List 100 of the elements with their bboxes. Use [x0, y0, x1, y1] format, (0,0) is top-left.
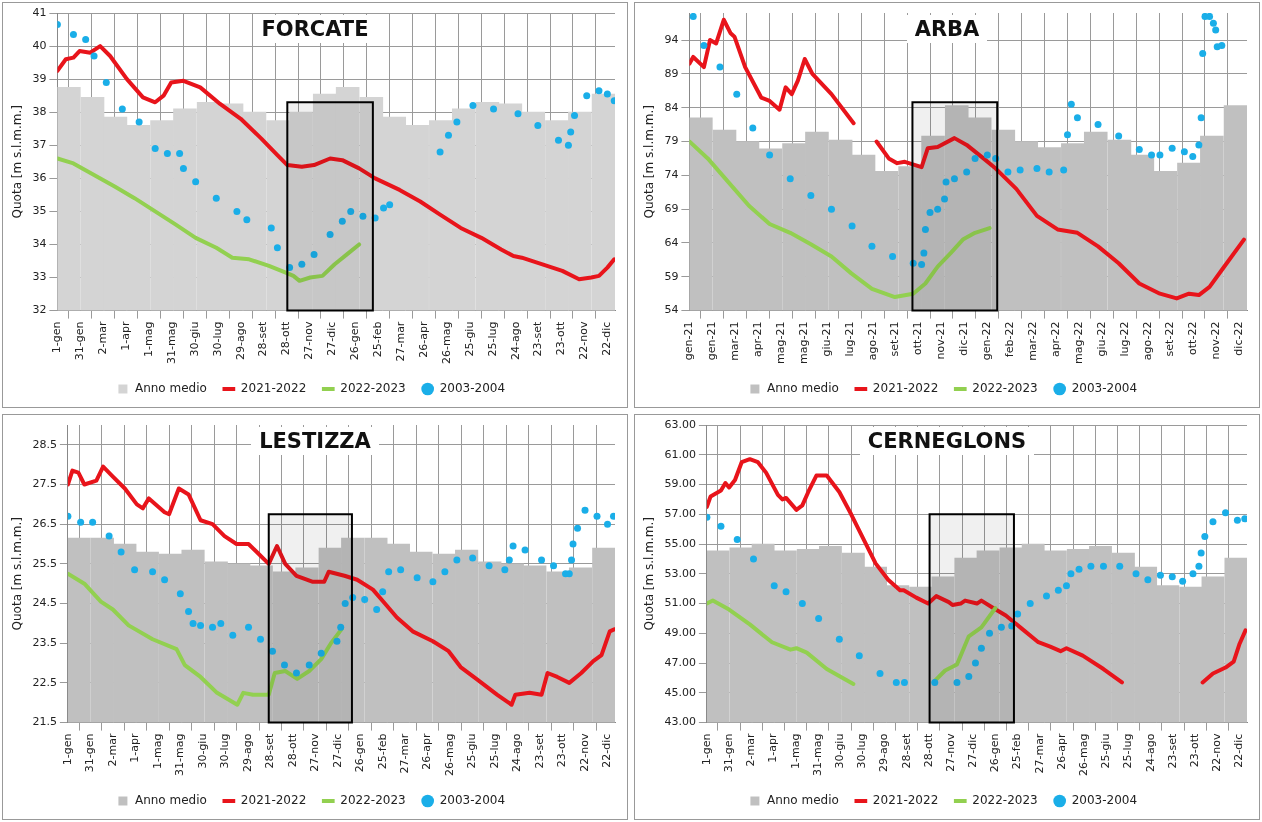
x-tick-label: 1-mag: [788, 733, 802, 769]
x-tick-label: 26-apr: [1054, 733, 1068, 770]
x-tick-label: ago-22: [1140, 321, 1154, 361]
point: [1064, 131, 1071, 139]
y-tick-label: 61.00: [664, 447, 696, 461]
point: [1116, 562, 1124, 570]
point: [786, 175, 794, 183]
legend-label: 2021-2022: [240, 793, 307, 808]
point: [1222, 509, 1230, 517]
y-tick-label: 43.00: [664, 715, 696, 729]
point: [733, 536, 741, 544]
point: [1168, 144, 1176, 152]
point: [469, 102, 477, 110]
y-tick-label: 74: [664, 168, 679, 182]
point: [521, 546, 529, 554]
y-tick-label: 51.00: [664, 596, 696, 610]
y-tick-label: 37: [32, 138, 47, 152]
x-tick-label: 31-mag: [810, 733, 824, 776]
point: [317, 649, 325, 657]
point: [453, 118, 461, 126]
x-tick-label: 26-mag: [442, 733, 456, 776]
x-tick-label: set-21: [888, 321, 902, 357]
point: [310, 250, 318, 258]
x-tick-label: 1-gen: [50, 321, 64, 354]
x-tick-label: 1-gen: [60, 733, 74, 766]
point: [569, 540, 577, 548]
y-tick-label: 47.00: [664, 655, 696, 669]
point: [876, 669, 884, 677]
point: [1132, 570, 1140, 578]
x-tick-label: ott-22: [1186, 321, 1200, 355]
x-tick-label: set-22: [1163, 321, 1177, 357]
y-tick-label: 27.5: [32, 477, 57, 491]
point: [269, 647, 276, 655]
x-tick-label: 23-ott: [554, 320, 568, 356]
point: [798, 600, 806, 608]
x-tick-label: apr-21: [751, 321, 764, 358]
x-tick-label: 29-ago: [233, 321, 247, 361]
legend-label: 2003-2004: [439, 381, 506, 396]
legend-label: Anno medio: [134, 381, 207, 396]
point: [835, 635, 843, 643]
point: [1148, 151, 1156, 159]
point: [441, 568, 449, 576]
point: [1014, 610, 1022, 618]
point: [385, 568, 393, 576]
point: [514, 110, 522, 118]
point: [509, 542, 517, 550]
point: [280, 661, 288, 669]
x-tick-label: 26-gen: [988, 733, 1002, 773]
point: [380, 204, 388, 212]
point: [1045, 168, 1053, 176]
x-tick-label: 25-feb: [375, 733, 389, 770]
point: [971, 659, 979, 667]
point: [337, 623, 345, 631]
y-tick-label: 35: [32, 204, 47, 218]
point: [1241, 515, 1247, 523]
y-tick-label: 34: [32, 237, 47, 251]
x-tick-label: lug-21: [842, 321, 856, 357]
point: [189, 619, 197, 627]
x-tick-label: 2-mar: [96, 321, 110, 355]
point: [267, 224, 275, 232]
point: [550, 562, 558, 570]
point: [102, 78, 110, 86]
x-tick-label: 30-lug: [210, 321, 224, 357]
point: [1201, 533, 1209, 541]
point: [151, 145, 159, 153]
y-tick-label: 33: [32, 270, 47, 284]
point: [953, 678, 961, 686]
point: [1206, 13, 1214, 20]
y-tick-label: 63.00: [664, 417, 696, 431]
legend-label: 2021-2022: [872, 381, 939, 396]
point: [209, 623, 217, 631]
y-tick-label: 41: [32, 5, 47, 19]
point: [359, 212, 367, 220]
point: [1135, 146, 1143, 154]
x-tick-label: 31-mag: [173, 733, 187, 776]
x-tick-label: 26-apr: [420, 733, 434, 770]
point: [341, 600, 349, 608]
point: [1179, 577, 1187, 585]
point: [1073, 114, 1081, 122]
x-tick-label: giu-22: [1094, 321, 1108, 357]
x-tick-label: 28-set: [899, 732, 913, 769]
x-tick-label: 1-apr: [119, 321, 132, 351]
y-tick-label: 32: [32, 303, 47, 317]
point: [217, 619, 225, 627]
x-tick-label: 27-dic: [330, 733, 344, 768]
point: [855, 652, 863, 660]
x-tick-label: 26-apr: [416, 321, 430, 358]
point: [1156, 571, 1164, 579]
x-tick-label: apr-22: [1048, 321, 1062, 358]
y-tick-label: 45.00: [664, 685, 696, 699]
point: [118, 105, 126, 113]
x-tick-label: 31-gen: [73, 321, 87, 361]
point: [1212, 26, 1220, 34]
point: [176, 150, 184, 158]
point: [1004, 168, 1012, 176]
legend-label: 2021-2022: [872, 793, 939, 808]
x-tick-label: 23-ott: [1188, 732, 1202, 768]
point: [534, 121, 542, 129]
point: [921, 225, 929, 233]
point: [257, 635, 264, 643]
